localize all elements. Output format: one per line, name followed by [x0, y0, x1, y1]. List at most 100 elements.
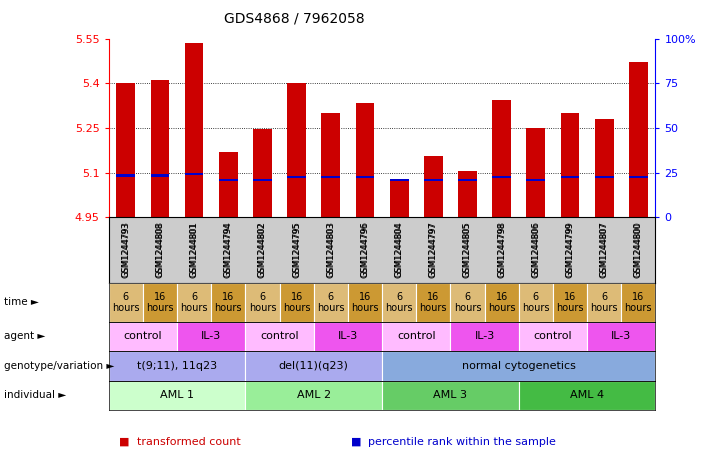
Text: GSM1244798: GSM1244798 — [497, 222, 506, 278]
Text: 6
hours: 6 hours — [454, 292, 481, 313]
Text: transformed count: transformed count — [137, 437, 240, 447]
Text: 6
hours: 6 hours — [590, 292, 618, 313]
Bar — [219, 152, 238, 217]
Bar — [245, 322, 314, 351]
Bar — [594, 119, 613, 217]
Bar — [382, 322, 451, 351]
Bar — [143, 283, 177, 322]
Text: 16
hours: 16 hours — [625, 292, 652, 313]
Text: GSM1244800: GSM1244800 — [634, 222, 643, 278]
Bar — [355, 176, 374, 178]
Bar — [382, 351, 655, 381]
Bar — [526, 179, 545, 181]
Bar — [355, 103, 374, 217]
Text: agent ►: agent ► — [4, 331, 45, 342]
Bar — [629, 176, 648, 178]
Bar — [116, 83, 135, 217]
Text: ■: ■ — [350, 437, 361, 447]
Text: genotype/variation ►: genotype/variation ► — [4, 361, 114, 371]
Bar — [561, 113, 580, 217]
Bar — [621, 283, 655, 322]
Text: GSM1244800: GSM1244800 — [634, 221, 643, 277]
Text: del(11)(q23): del(11)(q23) — [279, 361, 348, 371]
Bar — [314, 322, 382, 351]
Text: 6
hours: 6 hours — [317, 292, 344, 313]
Bar — [287, 83, 306, 217]
Bar — [458, 171, 477, 217]
Text: individual ►: individual ► — [4, 390, 66, 400]
Bar — [177, 322, 245, 351]
Bar — [526, 128, 545, 217]
Text: 6
hours: 6 hours — [180, 292, 207, 313]
Bar — [424, 179, 443, 181]
Text: 16
hours: 16 hours — [420, 292, 447, 313]
Text: 6
hours: 6 hours — [249, 292, 276, 313]
Bar — [109, 351, 245, 381]
Bar — [321, 176, 340, 178]
Text: GSM1244806: GSM1244806 — [531, 222, 540, 278]
Text: GSM1244797: GSM1244797 — [429, 221, 438, 277]
Text: GSM1244799: GSM1244799 — [566, 221, 575, 277]
Text: control: control — [123, 331, 162, 342]
Bar — [519, 381, 655, 410]
Bar — [219, 179, 238, 181]
Text: AML 1: AML 1 — [160, 390, 194, 400]
Bar — [280, 283, 314, 322]
Text: 6
hours: 6 hours — [522, 292, 550, 313]
Text: GSM1244807: GSM1244807 — [599, 222, 608, 278]
Bar — [109, 381, 245, 410]
Bar — [587, 322, 655, 351]
Text: GSM1244798: GSM1244798 — [497, 221, 506, 277]
Bar — [424, 156, 443, 217]
Bar — [587, 283, 621, 322]
Bar — [553, 283, 587, 322]
Text: ■: ■ — [119, 437, 130, 447]
Text: GSM1244795: GSM1244795 — [292, 222, 301, 278]
Text: 6
hours: 6 hours — [112, 292, 139, 313]
Text: 16
hours: 16 hours — [488, 292, 515, 313]
Text: AML 3: AML 3 — [433, 390, 468, 400]
Text: GSM1244796: GSM1244796 — [360, 222, 369, 278]
Text: GSM1244797: GSM1244797 — [429, 222, 438, 278]
Text: control: control — [397, 331, 435, 342]
Text: 16
hours: 16 hours — [283, 292, 311, 313]
Text: 6
hours: 6 hours — [386, 292, 413, 313]
Bar — [109, 322, 177, 351]
Text: GSM1244801: GSM1244801 — [189, 221, 198, 277]
Bar — [151, 80, 170, 217]
Text: GSM1244804: GSM1244804 — [395, 222, 404, 278]
Bar — [348, 283, 382, 322]
Text: t(9;11), 11q23: t(9;11), 11q23 — [137, 361, 217, 371]
Bar — [390, 180, 409, 217]
Bar — [177, 283, 211, 322]
Bar — [519, 283, 553, 322]
Bar — [492, 100, 511, 217]
Text: GSM1244799: GSM1244799 — [566, 222, 575, 278]
Text: GSM1244801: GSM1244801 — [189, 222, 198, 278]
Bar — [382, 283, 416, 322]
Text: IL-3: IL-3 — [338, 331, 358, 342]
Bar — [287, 176, 306, 178]
Text: 16
hours: 16 hours — [147, 292, 174, 313]
Text: GSM1244795: GSM1244795 — [292, 221, 301, 277]
Text: GSM1244803: GSM1244803 — [326, 221, 335, 277]
Text: AML 2: AML 2 — [297, 390, 331, 400]
Text: GSM1244807: GSM1244807 — [599, 221, 608, 277]
Bar — [253, 179, 272, 181]
Text: GDS4868 / 7962058: GDS4868 / 7962058 — [224, 11, 365, 25]
Bar — [594, 176, 613, 178]
Text: 16
hours: 16 hours — [215, 292, 242, 313]
Text: GSM1244796: GSM1244796 — [360, 221, 369, 277]
Bar — [245, 381, 382, 410]
Text: percentile rank within the sample: percentile rank within the sample — [368, 437, 556, 447]
Bar — [314, 283, 348, 322]
Bar — [390, 179, 409, 181]
Bar — [245, 283, 280, 322]
Bar — [116, 174, 135, 177]
Bar — [416, 283, 450, 322]
Bar — [629, 63, 648, 217]
Text: time ►: time ► — [4, 297, 39, 308]
Bar — [211, 283, 245, 322]
Text: GSM1244793: GSM1244793 — [121, 221, 130, 277]
Text: GSM1244794: GSM1244794 — [224, 221, 233, 277]
